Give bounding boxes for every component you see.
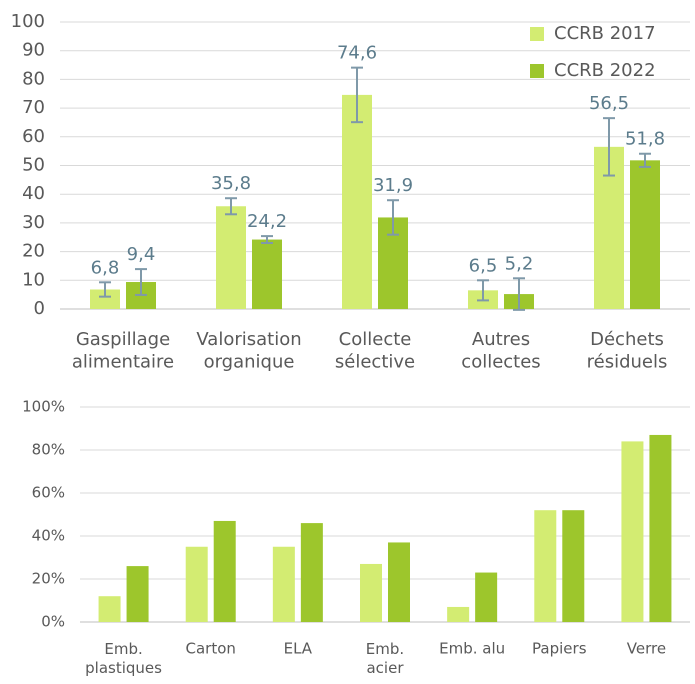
x-tick-label: Gaspillage alimentaire xyxy=(72,329,174,373)
y-tick-label: 50 xyxy=(22,155,45,176)
y-tick-label: 10 xyxy=(22,269,45,290)
bar xyxy=(252,239,282,309)
x-tick-label: Emb. alu xyxy=(439,640,505,658)
y-tick-label: 90 xyxy=(22,40,45,61)
y-tick-label: 20 xyxy=(22,241,45,262)
bar xyxy=(630,160,660,309)
bar xyxy=(621,441,644,622)
bar xyxy=(126,566,149,622)
x-tick-label: Papiers xyxy=(532,640,587,658)
x-tick-label: Valorisation organique xyxy=(196,329,301,373)
y-tick-label: 60% xyxy=(32,484,65,502)
value-label: 9,4 xyxy=(127,244,156,265)
y-tick-label: 60 xyxy=(22,126,45,147)
legend-label: CCRB 2022 xyxy=(554,60,656,81)
x-tick-label: Déchets résiduels xyxy=(587,329,668,373)
bar xyxy=(90,289,120,309)
bar xyxy=(342,94,372,309)
bar xyxy=(388,542,410,622)
y-tick-label: 30 xyxy=(22,212,45,233)
x-tick-label: Carton xyxy=(186,640,236,658)
x-tick-label: Autres collectes xyxy=(461,329,540,373)
bar xyxy=(562,510,585,622)
bar xyxy=(649,434,672,622)
bar xyxy=(272,546,295,622)
value-label: 56,5 xyxy=(589,93,629,114)
bar xyxy=(213,520,236,622)
bar xyxy=(475,572,498,622)
bar xyxy=(98,596,121,622)
bar xyxy=(185,546,208,622)
bar xyxy=(300,523,323,622)
legend-swatch xyxy=(530,64,544,78)
bar xyxy=(534,510,557,622)
bar xyxy=(216,206,246,309)
legend-swatch xyxy=(530,27,544,41)
y-tick-label: 100 xyxy=(11,11,45,32)
y-tick-label: 0 xyxy=(34,298,45,319)
x-tick-label: Emb. plastiques xyxy=(85,640,162,677)
value-label: 5,2 xyxy=(505,253,534,274)
value-label: 6,5 xyxy=(469,255,498,276)
y-tick-label: 40% xyxy=(32,527,65,545)
value-label: 51,8 xyxy=(625,129,665,150)
x-tick-label: Collecte sélective xyxy=(335,329,415,373)
x-tick-label: ELA xyxy=(284,640,313,658)
legend-label: CCRB 2017 xyxy=(554,23,656,44)
value-label: 6,8 xyxy=(91,257,120,278)
y-tick-label: 70 xyxy=(22,97,45,118)
y-tick-label: 40 xyxy=(22,183,45,204)
y-tick-label: 80% xyxy=(32,441,65,459)
x-tick-label: Emb. acier xyxy=(366,640,405,677)
value-label: 74,6 xyxy=(337,43,377,64)
bar xyxy=(360,563,382,622)
y-tick-label: 20% xyxy=(32,570,65,588)
bar xyxy=(447,606,470,622)
y-tick-label: 0% xyxy=(41,613,65,631)
x-tick-label: Verre xyxy=(627,640,666,658)
y-tick-label: 100% xyxy=(22,398,65,416)
value-label: 35,8 xyxy=(211,173,251,194)
value-label: 31,9 xyxy=(373,175,413,196)
y-tick-label: 80 xyxy=(22,68,45,89)
value-label: 24,2 xyxy=(247,211,287,232)
